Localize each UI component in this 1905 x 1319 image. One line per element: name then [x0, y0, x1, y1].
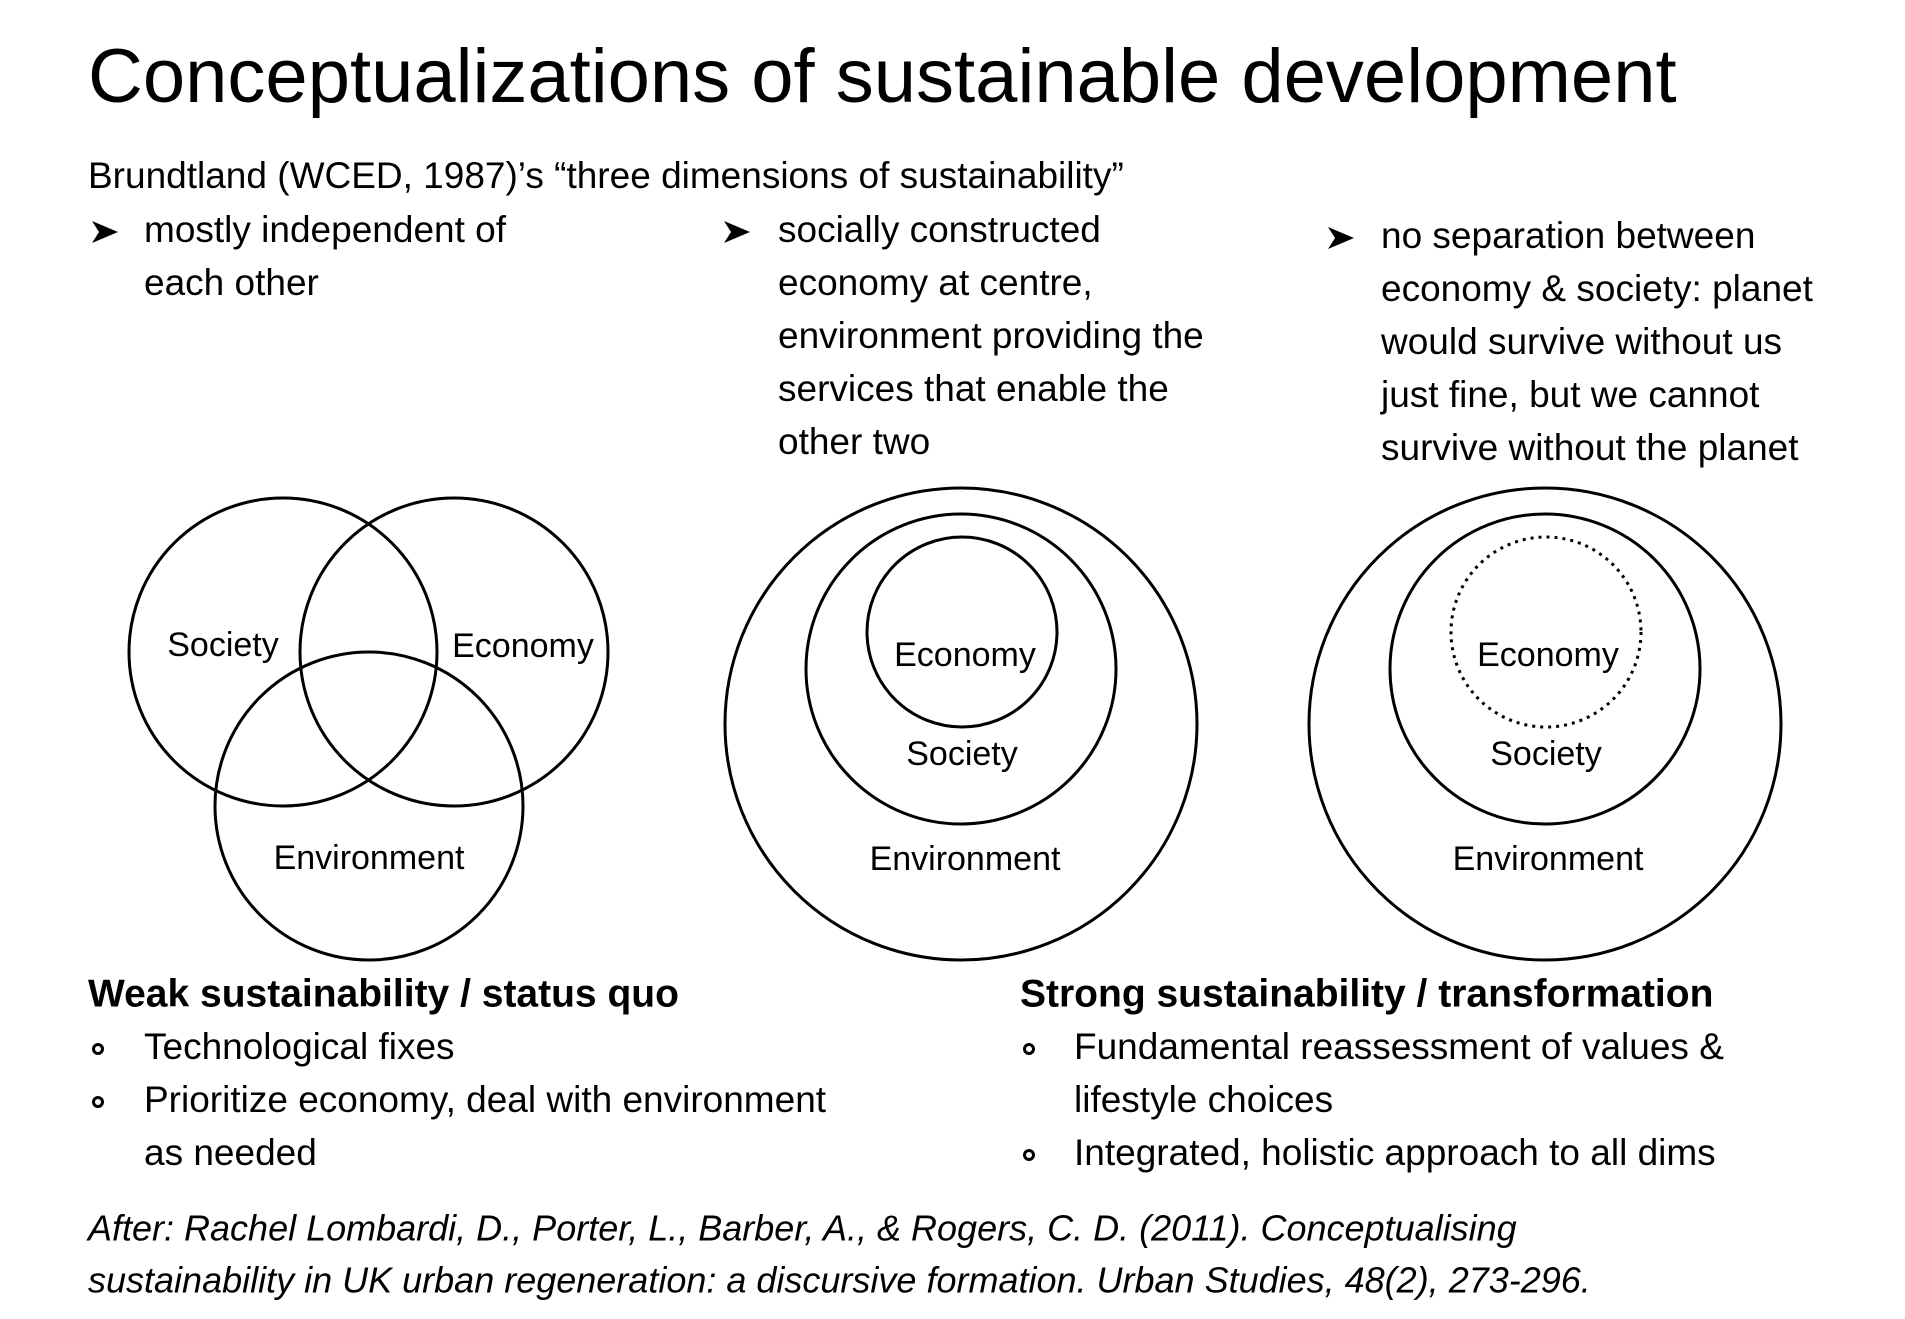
citation: sustainability in UK urban regeneration:…: [88, 1260, 1591, 1301]
circle-label: Economy: [894, 636, 1036, 674]
bullet-dot: [92, 1043, 104, 1055]
bullet-text: survive without the planet: [1381, 427, 1799, 468]
bullet-text: Integrated, holistic approach to all dim…: [1074, 1132, 1716, 1173]
bullet-text: economy at centre,: [778, 262, 1093, 303]
circle-label: Environment: [274, 839, 465, 877]
bullet-dot: [1023, 1149, 1035, 1161]
circle-label: Economy: [452, 627, 594, 665]
bullet-text: lifestyle choices: [1074, 1079, 1333, 1120]
section-heading: Strong sustainability / transformation: [1020, 972, 1713, 1015]
bullet-text: mostly independent of: [144, 209, 507, 250]
bullet-text: socially constructed: [778, 209, 1101, 250]
bullet-text: as needed: [144, 1132, 317, 1173]
bullet-text: environment providing the: [778, 315, 1204, 356]
bullet-text: Fundamental reassessment of values &: [1074, 1026, 1724, 1067]
subtitle: Brundtland (WCED, 1987)’s “three dimensi…: [88, 155, 1124, 196]
circle-label: Society: [906, 735, 1018, 773]
arrow-bullet: [724, 221, 750, 243]
bullet-text: just fine, but we cannot: [1380, 374, 1760, 415]
bullet-text: Technological fixes: [144, 1026, 455, 1067]
bullet-text: would survive without us: [1380, 321, 1782, 362]
venn: [127, 496, 610, 962]
bullet-text: Prioritize economy, deal with environmen…: [144, 1079, 827, 1120]
arrow-bullet: [1328, 227, 1354, 249]
bullet-text: services that enable the: [778, 368, 1169, 409]
citation: After: Rachel Lombardi, D., Porter, L., …: [86, 1208, 1517, 1249]
bullet-dot: [92, 1096, 104, 1108]
arrow-bullet: [92, 221, 118, 243]
circle-label: Economy: [1477, 636, 1619, 674]
bullet-dot: [1023, 1043, 1035, 1055]
nested-1: [723, 486, 1199, 962]
bullet-text: other two: [778, 421, 930, 462]
bullet-text: each other: [144, 262, 319, 303]
circle-label: Environment: [870, 840, 1061, 878]
bullet-text: economy & society: planet: [1381, 268, 1814, 309]
bullet-text: no separation between: [1381, 215, 1755, 256]
section-heading: Weak sustainability / status quo: [88, 972, 679, 1015]
circle-label: Society: [1490, 735, 1602, 773]
circle-label: Society: [167, 626, 279, 664]
nested-2: [1307, 486, 1783, 962]
title: Conceptualizations of sustainable develo…: [88, 34, 1677, 119]
circle-label: Environment: [1453, 840, 1644, 878]
